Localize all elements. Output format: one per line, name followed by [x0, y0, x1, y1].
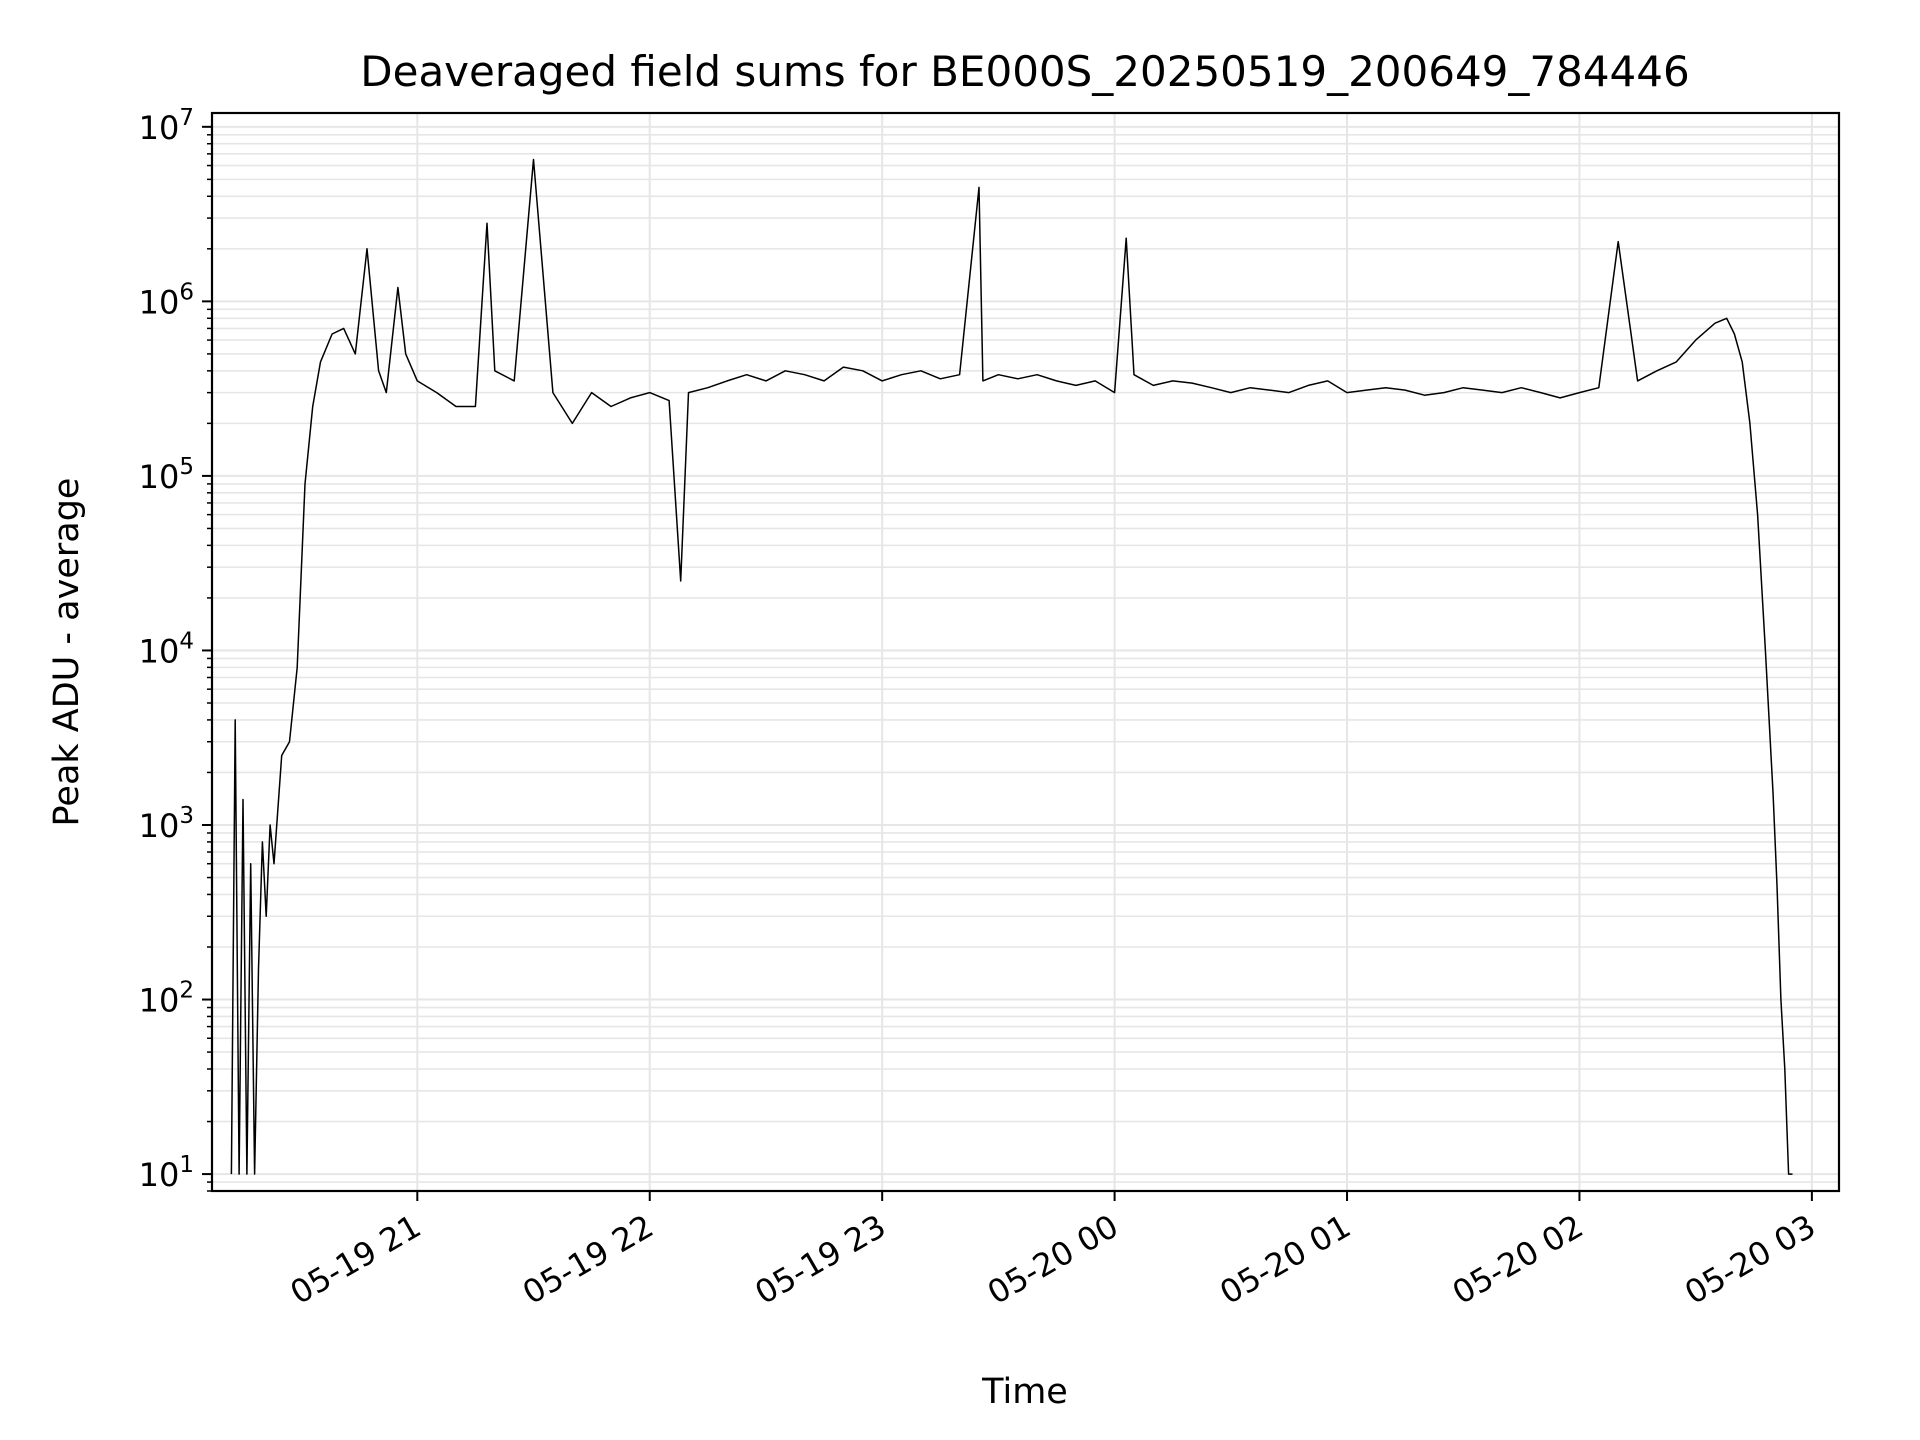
chart-title: Deaveraged field sums for BE000S_2025051…	[360, 47, 1689, 96]
y-axis: 101 102 103 104 105 106 107	[139, 105, 212, 1194]
y-tick-label: 101	[139, 1152, 194, 1194]
y-tick-label: 103	[139, 803, 194, 845]
y-axis-title: Peak ADU - average	[47, 478, 87, 827]
y-tick-label: 102	[139, 978, 194, 1020]
data-line	[230, 158, 1793, 1175]
y-tick-label: 105	[139, 454, 194, 496]
data-line-group	[230, 158, 1793, 1175]
plot-frame	[210, 111, 1841, 1193]
y-tick-label: 107	[139, 105, 194, 147]
y-tick-label: 106	[139, 279, 194, 321]
grid	[212, 113, 1839, 1192]
y-tick-label: 104	[139, 628, 194, 670]
x-axis-title: Time	[981, 1372, 1068, 1412]
